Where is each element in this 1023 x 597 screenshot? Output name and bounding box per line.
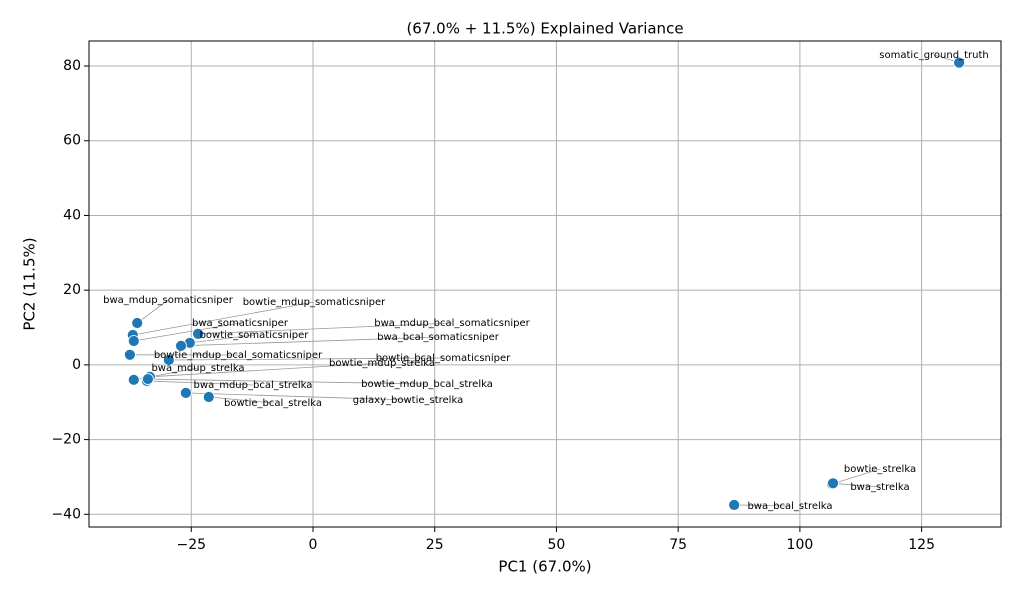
point-label: bwa_mdup_strelka bbox=[151, 363, 244, 374]
connector bbox=[168, 357, 444, 361]
point bbox=[202, 391, 215, 403]
connector bbox=[181, 336, 439, 347]
point-label: galaxy_bowtie_strelka bbox=[353, 395, 463, 406]
point-label: bowtie_mdup_somaticsniper bbox=[243, 297, 386, 308]
point-label: bwa_somaticsniper bbox=[192, 318, 289, 329]
connector bbox=[146, 380, 254, 386]
connector bbox=[734, 504, 791, 507]
y-tick-label: 80 bbox=[63, 58, 81, 74]
point-label: bowtie_mdup_bcal_strelka bbox=[361, 379, 493, 390]
x-tick-label: 25 bbox=[426, 537, 444, 553]
point-label: bowtie_somaticsniper bbox=[200, 330, 310, 341]
x-tick-label: −25 bbox=[176, 537, 206, 553]
connector bbox=[189, 334, 255, 344]
point bbox=[953, 56, 966, 69]
y-tick-label: −20 bbox=[51, 432, 81, 448]
point-label: bowtie_bcal_strelka bbox=[224, 398, 322, 409]
connector bbox=[831, 468, 881, 485]
y-tick-label: 40 bbox=[63, 207, 81, 223]
point bbox=[127, 335, 140, 347]
connector bbox=[147, 378, 428, 385]
x-tick-label: 100 bbox=[787, 537, 814, 553]
point-label: bwa_mdup_bcal_strelka bbox=[194, 380, 313, 391]
y-tick-label: 20 bbox=[63, 282, 81, 298]
connector bbox=[133, 322, 241, 342]
point bbox=[162, 354, 175, 366]
connector bbox=[198, 322, 453, 335]
point-label: bwa_bcal_somaticsniper bbox=[377, 332, 500, 343]
point bbox=[179, 386, 192, 399]
x-tick-label: 0 bbox=[309, 537, 318, 553]
point bbox=[127, 373, 140, 386]
connector bbox=[132, 301, 315, 336]
point bbox=[142, 373, 154, 385]
point bbox=[124, 348, 136, 361]
point-label: bowtie_bcal_somaticsniper bbox=[376, 353, 511, 364]
x-tick-label: 75 bbox=[669, 537, 687, 553]
x-tick-label: 50 bbox=[548, 537, 566, 553]
point-label: bwa_mdup_somaticsniper bbox=[103, 295, 234, 306]
y-axis-label: PC2 (11.5%) bbox=[21, 237, 39, 330]
point-label: bowtie_mdup_strelka bbox=[329, 358, 435, 369]
connector bbox=[185, 392, 409, 401]
connector bbox=[208, 396, 274, 404]
point-label: bwa_bcal_strelka bbox=[747, 501, 832, 512]
point bbox=[827, 477, 839, 490]
connector bbox=[832, 482, 881, 488]
point-label: somatic_ground_truth bbox=[879, 50, 988, 61]
plot-frame bbox=[88, 40, 1002, 528]
y-tick-label: 0 bbox=[72, 357, 81, 373]
point bbox=[175, 339, 187, 352]
point bbox=[131, 317, 144, 329]
x-axis-label: PC1 (67.0%) bbox=[498, 558, 591, 576]
connector bbox=[149, 362, 383, 378]
y-tick-label: −40 bbox=[51, 506, 81, 522]
point-label: bwa_mdup_bcal_somaticsniper bbox=[374, 318, 530, 329]
connector bbox=[136, 299, 169, 324]
point bbox=[728, 499, 741, 511]
point-label: bowtie_mdup_bcal_somaticsniper bbox=[154, 350, 323, 361]
point-label: bowtie_strelka bbox=[844, 464, 916, 475]
y-tick-label: 60 bbox=[63, 133, 81, 149]
point-label: bwa_strelka bbox=[850, 482, 909, 493]
chart-title: (67.0% + 11.5%) Explained Variance bbox=[406, 20, 683, 38]
point bbox=[192, 327, 204, 340]
x-tick-label: 125 bbox=[908, 537, 935, 553]
